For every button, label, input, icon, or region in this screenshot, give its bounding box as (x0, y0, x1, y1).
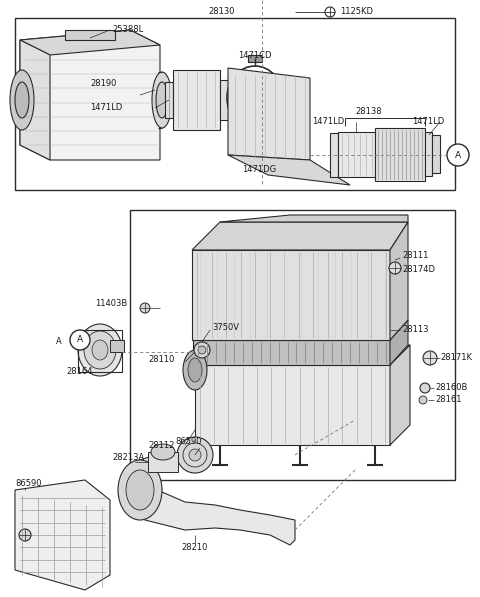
Text: 28130: 28130 (209, 8, 235, 17)
Text: 28138: 28138 (355, 107, 382, 116)
Text: 28171K: 28171K (440, 353, 472, 362)
Ellipse shape (78, 324, 122, 376)
Circle shape (19, 529, 31, 541)
Polygon shape (390, 320, 408, 365)
Ellipse shape (183, 350, 207, 390)
Text: 28164: 28164 (67, 368, 93, 377)
Polygon shape (20, 30, 160, 55)
Bar (248, 55, 262, 62)
Text: A: A (56, 337, 62, 346)
Polygon shape (390, 222, 408, 340)
Text: 11403B: 11403B (95, 298, 127, 307)
Bar (165, 82, 173, 118)
Ellipse shape (156, 82, 168, 118)
Circle shape (198, 346, 206, 354)
Circle shape (194, 342, 210, 358)
Ellipse shape (152, 72, 172, 128)
Text: 1471LD: 1471LD (90, 103, 122, 112)
Circle shape (389, 262, 401, 274)
Text: 28210: 28210 (182, 543, 208, 552)
Text: 1471LD: 1471LD (412, 118, 444, 127)
Polygon shape (130, 455, 295, 545)
Polygon shape (195, 365, 390, 445)
Bar (148, 452, 178, 472)
Circle shape (447, 144, 469, 166)
Ellipse shape (15, 82, 29, 118)
Polygon shape (195, 345, 410, 365)
Text: 28110: 28110 (148, 355, 174, 365)
Ellipse shape (188, 358, 202, 382)
Text: 3750V: 3750V (212, 324, 239, 333)
Bar (425, 132, 432, 176)
Text: 28161: 28161 (435, 395, 461, 405)
Polygon shape (20, 40, 50, 160)
Bar (130, 210, 455, 480)
Text: 28160B: 28160B (435, 383, 468, 392)
Text: 28174D: 28174D (402, 266, 435, 275)
Bar (220, 80, 228, 120)
Polygon shape (228, 155, 350, 185)
Text: 28111: 28111 (402, 251, 428, 260)
Polygon shape (228, 68, 310, 160)
Circle shape (420, 383, 430, 393)
Polygon shape (220, 215, 408, 222)
Circle shape (70, 330, 90, 350)
Bar (78, 330, 122, 372)
Polygon shape (390, 345, 410, 445)
Polygon shape (338, 132, 375, 177)
Text: A: A (77, 336, 83, 344)
Polygon shape (192, 250, 390, 340)
Polygon shape (20, 30, 160, 160)
Text: 1471DG: 1471DG (242, 165, 276, 174)
Text: 28190: 28190 (90, 79, 116, 88)
Circle shape (419, 396, 427, 404)
Bar (15, 18, 455, 190)
Text: 28213A: 28213A (112, 454, 144, 463)
Polygon shape (375, 128, 425, 181)
Bar (110, 340, 124, 352)
Ellipse shape (126, 470, 154, 510)
Text: 1125KD: 1125KD (340, 8, 373, 17)
Text: 86590: 86590 (15, 479, 41, 488)
Ellipse shape (84, 331, 116, 369)
Text: 1471CD: 1471CD (238, 51, 272, 60)
Polygon shape (192, 222, 408, 250)
Text: 28112: 28112 (148, 441, 174, 450)
Text: 1471LD: 1471LD (312, 118, 344, 127)
Polygon shape (193, 340, 390, 365)
Polygon shape (65, 30, 115, 40)
Ellipse shape (118, 460, 162, 520)
Polygon shape (173, 70, 220, 130)
Bar (432, 135, 440, 173)
Circle shape (140, 303, 150, 313)
Circle shape (177, 437, 213, 473)
Circle shape (189, 449, 201, 461)
Text: A: A (455, 150, 461, 159)
Circle shape (423, 351, 437, 365)
Text: 25388L: 25388L (112, 24, 143, 33)
Ellipse shape (151, 444, 175, 460)
Polygon shape (15, 480, 110, 590)
Text: 28113: 28113 (402, 325, 429, 334)
Ellipse shape (92, 340, 108, 360)
Ellipse shape (10, 70, 34, 130)
Bar (330, 133, 338, 177)
Polygon shape (193, 320, 408, 340)
Text: 86590: 86590 (175, 438, 202, 447)
